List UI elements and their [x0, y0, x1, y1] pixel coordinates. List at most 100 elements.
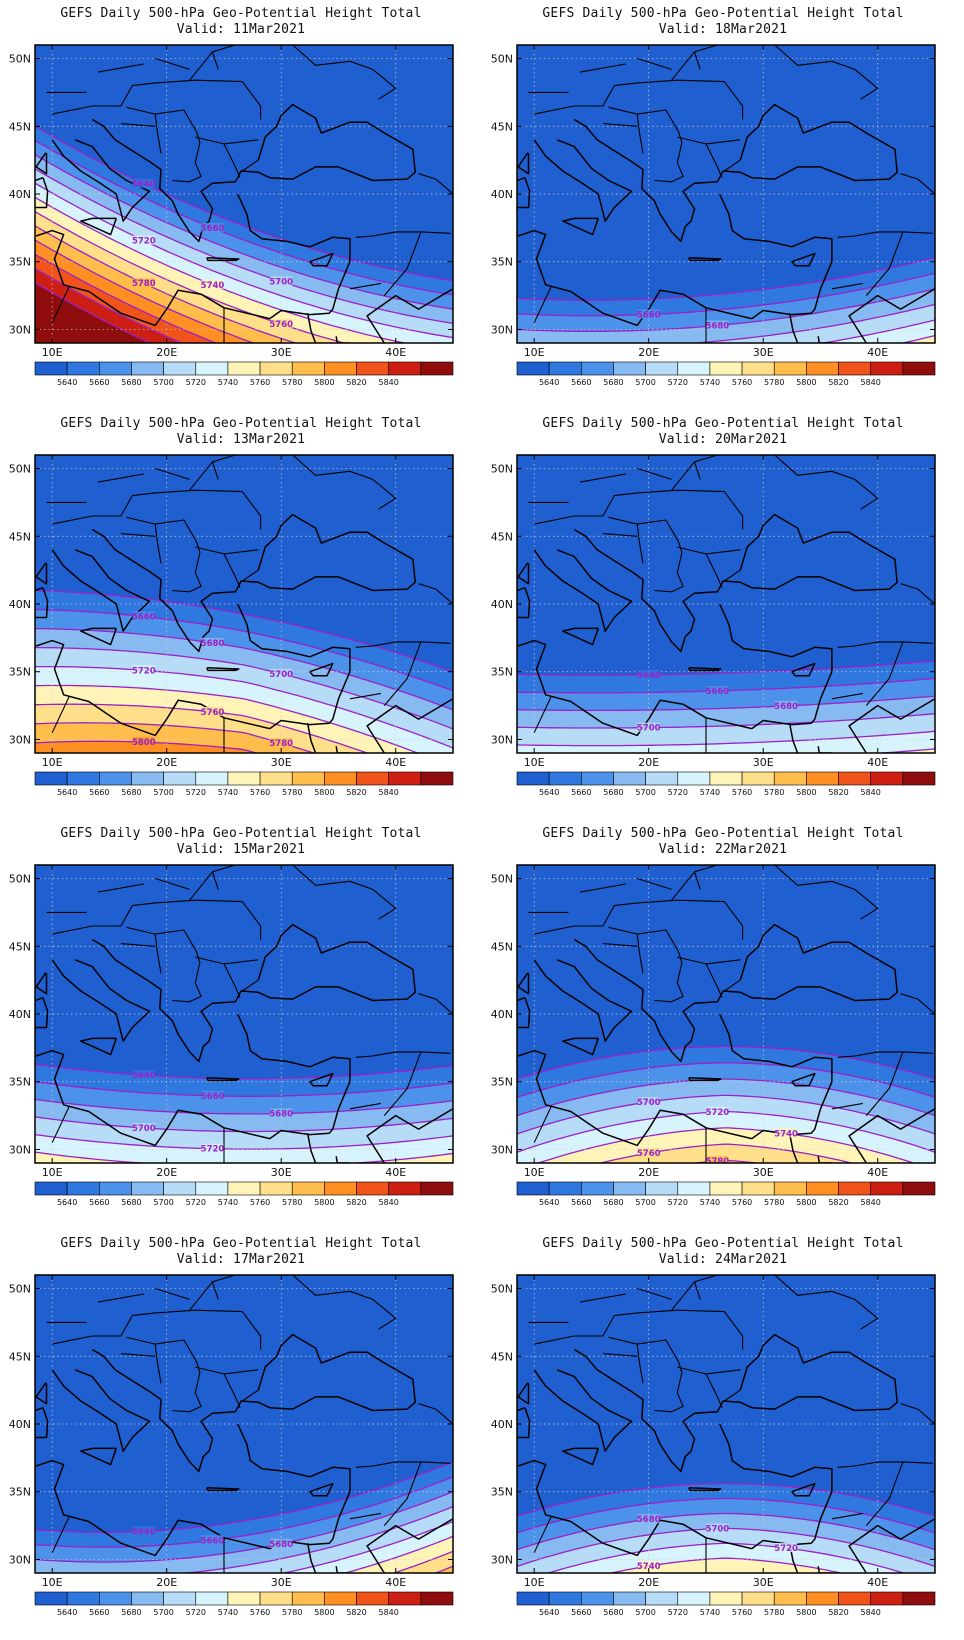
- colorbar-segment: [613, 361, 646, 376]
- colorbar-segment: [324, 1591, 357, 1606]
- country-border: [534, 515, 575, 525]
- panel-title: GEFS Daily 500-hPa Geo-Potential Height …: [60, 1236, 422, 1251]
- lat-label: 50N: [491, 1283, 513, 1296]
- lat-label: 35N: [491, 256, 513, 269]
- lat-label: 30N: [9, 1143, 31, 1156]
- panel-valid-date: Valid: 11Mar2021: [176, 22, 306, 37]
- contour-line: [35, 239, 256, 343]
- colorbar-segment: [420, 361, 454, 376]
- contour-label-bg: [706, 1155, 729, 1163]
- contour-line: [35, 125, 453, 282]
- lon-label: 40E: [385, 346, 406, 359]
- country-border: [52, 925, 93, 935]
- colorbar-segment: [581, 1181, 614, 1196]
- colorbar-segment: [388, 1181, 422, 1196]
- country-border: [533, 285, 552, 323]
- colorbar-segment: [902, 361, 936, 376]
- country-border: [693, 51, 701, 70]
- country-border: [189, 455, 236, 491]
- contour-label: 5780: [269, 739, 293, 749]
- contour-label: 5680: [269, 1540, 293, 1550]
- height-map: 5640 5660 5680 30N 35N 40N 45N 50N 10E 20E 30E 40E 5…: [9, 1274, 454, 1617]
- colorbar-segment: [34, 1591, 68, 1606]
- height-band: [823, 320, 935, 343]
- colorbar-segment: [645, 771, 679, 786]
- country-border: [292, 45, 397, 100]
- coastline: [306, 1543, 317, 1573]
- coastline: [517, 1406, 531, 1439]
- lon-label: 30E: [753, 756, 774, 769]
- coastline: [688, 1486, 722, 1492]
- colorbar-label: 5780: [764, 378, 784, 387]
- country-border: [636, 1344, 644, 1384]
- coastline: [848, 698, 935, 753]
- contour-label-bg: [775, 1128, 798, 1138]
- contour-label: 5760: [201, 708, 225, 718]
- country-border: [705, 143, 723, 178]
- contour-label: 5660: [201, 1092, 225, 1102]
- contour-label-bg: [270, 1538, 293, 1548]
- colorbar-label: 5840: [861, 1198, 881, 1207]
- coastline: [35, 193, 351, 327]
- panel-valid-date: Valid: 13Mar2021: [176, 432, 306, 447]
- coastline: [573, 923, 898, 1063]
- country-border: [534, 1335, 575, 1345]
- coastline: [517, 562, 530, 585]
- colorbar-segment: [131, 1591, 164, 1606]
- contour-label: 5720: [706, 1108, 730, 1118]
- contour-label: 5680: [774, 702, 798, 712]
- colorbar-label: 5660: [89, 378, 109, 387]
- contour-label: 5760: [637, 1149, 661, 1159]
- country-border: [155, 877, 190, 890]
- contour-line: [536, 1127, 916, 1163]
- country-border: [383, 231, 422, 296]
- lat-label: 40N: [9, 1418, 31, 1431]
- country-border: [574, 899, 744, 940]
- contour-line: [506, 801, 947, 816]
- contour-label: 5660: [637, 311, 661, 321]
- contour-label-bg: [132, 278, 155, 288]
- coastline: [91, 513, 416, 653]
- contour-label-bg: [270, 319, 293, 329]
- coastline: [562, 217, 600, 236]
- contour-line: [517, 1094, 935, 1135]
- colorbar-segment: [131, 361, 164, 376]
- coastline: [817, 746, 832, 753]
- colorbar-label: 5720: [186, 1608, 206, 1617]
- colorbar-segment: [548, 1591, 582, 1606]
- contour-label: 5800: [132, 738, 156, 748]
- colorbar-segment: [516, 361, 550, 376]
- coastline: [791, 1482, 816, 1497]
- country-border: [51, 1515, 70, 1553]
- coastline: [91, 103, 416, 243]
- height-map: 5660 5680 5700 5720 5760 5780 5800 30N 35N 40N 45N…: [9, 454, 454, 797]
- lon-label: 20E: [638, 1576, 659, 1589]
- panel-title: GEFS Daily 500-hPa Geo-Potential Height …: [60, 826, 422, 841]
- contour-line: [35, 281, 152, 343]
- contour-line: [517, 1512, 935, 1551]
- colorbar-segment: [163, 1181, 197, 1196]
- lon-label: 40E: [867, 346, 888, 359]
- colorbar-label: 5640: [539, 1608, 559, 1617]
- colorbar-segment: [163, 771, 197, 786]
- contour-label: 5660: [201, 1536, 225, 1546]
- lat-label: 40N: [9, 1008, 31, 1021]
- colorbar-label: 5760: [250, 378, 270, 387]
- colorbar-segment: [34, 1181, 68, 1196]
- height-band: [35, 741, 257, 753]
- country-border: [155, 57, 190, 70]
- colorbar-segment: [677, 771, 711, 786]
- coastline: [366, 698, 453, 753]
- contour-label-bg: [706, 1106, 729, 1116]
- colorbar-label: 5700: [153, 1608, 173, 1617]
- coastline: [35, 996, 49, 1029]
- colorbar-segment: [645, 361, 679, 376]
- country-border: [637, 467, 672, 480]
- map-panel: GEFS Daily 500-hPa Geo-Potential Height …: [0, 820, 482, 1230]
- country-border: [608, 926, 684, 1003]
- colorbar-segment: [163, 1591, 197, 1606]
- lat-label: 40N: [491, 188, 513, 201]
- colorbar-segment: [516, 1181, 550, 1196]
- colorbar-label: 5760: [250, 788, 270, 797]
